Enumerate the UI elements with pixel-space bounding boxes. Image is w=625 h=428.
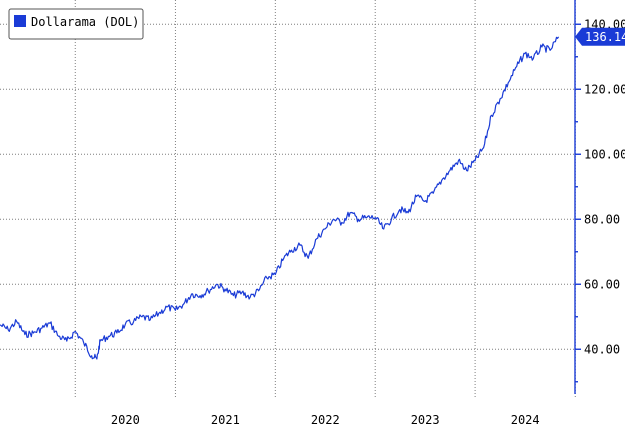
y-tick-label: 120.00 [584, 82, 625, 96]
last-value-label: 136.14 [585, 30, 625, 44]
x-tick-label: 2023 [411, 413, 440, 427]
chart-legend: Dollarama (DOL) [8, 8, 144, 40]
legend-label: Dollarama (DOL) [31, 15, 139, 29]
chart-grid [0, 0, 576, 398]
y-tick-label: 60.00 [584, 277, 620, 291]
price-line [0, 36, 560, 360]
legend-frame [8, 8, 144, 40]
chart-series [0, 36, 560, 360]
y-tick-label: 40.00 [584, 342, 620, 356]
x-tick-label: 2024 [511, 413, 540, 427]
x-tick-label: 2020 [111, 413, 140, 427]
x-tick-label: 2022 [311, 413, 340, 427]
last-value-tag [575, 27, 625, 46]
legend-swatch [14, 15, 26, 27]
y-tick-label: 140.00 [584, 17, 625, 31]
x-tick-label: 2021 [211, 413, 240, 427]
y-tick-label: 100.00 [584, 147, 625, 161]
chart-axes: 2020 2021 2022 2023 2024 40.00 60.00 80.00 100.0… [111, 0, 625, 427]
y-tick-label: 80.00 [584, 212, 620, 226]
